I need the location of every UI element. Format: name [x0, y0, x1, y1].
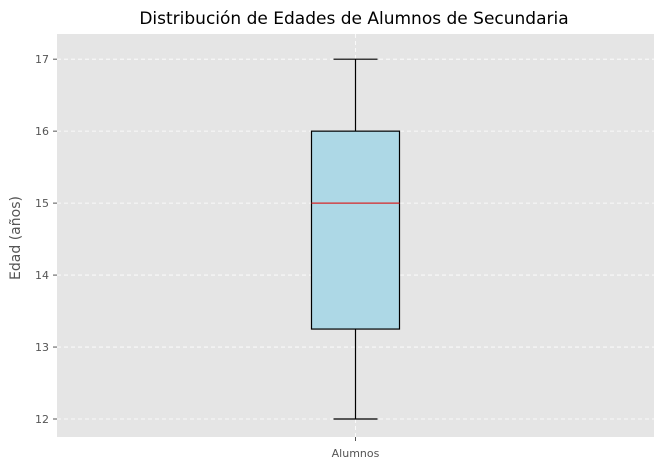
y-tick-label: 16: [35, 125, 49, 138]
box-series: [310, 58, 401, 420]
y-tick-label: 14: [35, 269, 49, 282]
x-axis-ticks: Alumnos: [332, 437, 380, 460]
y-tick-label: 17: [35, 53, 49, 66]
y-axis-label: Edad (años): [8, 196, 24, 280]
x-tick-label: Alumnos: [332, 447, 380, 460]
y-axis-ticks: 12 13 14 15 16 17: [35, 53, 57, 426]
grid-lines: [57, 34, 654, 437]
iqr-box: [310, 130, 401, 330]
y-tick-label: 13: [35, 341, 49, 354]
chart-title: Distribución de Edades de Alumnos de Sec…: [139, 9, 568, 29]
y-tick-label: 12: [35, 413, 49, 426]
y-tick-label: 15: [35, 197, 49, 210]
